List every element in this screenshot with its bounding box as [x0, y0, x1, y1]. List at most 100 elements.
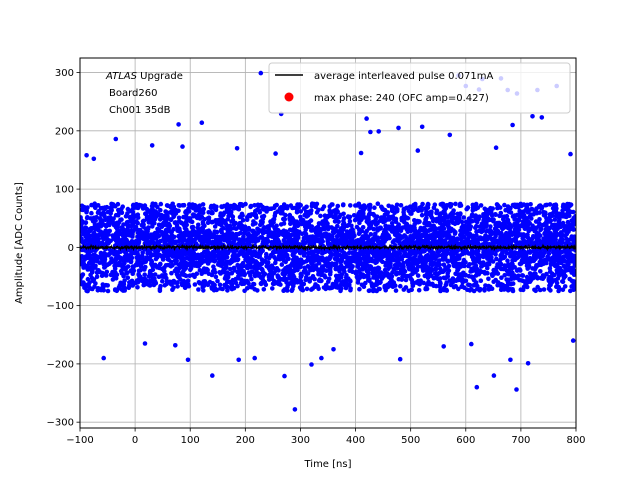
- scatter-point: [292, 250, 297, 255]
- scatter-point: [201, 230, 207, 236]
- scatter-point: [376, 239, 381, 245]
- scatter-point: [278, 282, 283, 287]
- scatter-point: [251, 249, 257, 255]
- scatter-point: [106, 221, 111, 226]
- scatter-point: [506, 225, 511, 231]
- scatter-point: [311, 201, 317, 207]
- scatter-point: [122, 232, 127, 238]
- scatter-point: [512, 250, 518, 255]
- scatter-point: [303, 209, 309, 215]
- scatter-point: [113, 270, 118, 275]
- scatter-point: [200, 202, 206, 207]
- scatter-point: [240, 217, 246, 223]
- scatter-point: [495, 228, 501, 234]
- scatter-point: [358, 205, 363, 210]
- scatter-point: [453, 271, 458, 277]
- scatter-point: [304, 259, 309, 264]
- scatter-point: [437, 258, 442, 263]
- scatter-point: [105, 288, 111, 294]
- scatter-point: [455, 220, 461, 226]
- scatter-point: [261, 287, 267, 292]
- scatter-point: [439, 224, 445, 230]
- scatter-point: [212, 224, 218, 229]
- scatter-point: [562, 284, 568, 289]
- scatter-point: [539, 261, 545, 267]
- scatter-point: [346, 255, 351, 260]
- scatter-point: [273, 241, 278, 247]
- scatter-point: [298, 203, 304, 208]
- scatter-point: [357, 286, 362, 292]
- scatter-point: [402, 250, 408, 255]
- scatter-point: [116, 212, 121, 218]
- scatter-point: [245, 232, 251, 237]
- scatter-point: [339, 225, 345, 231]
- scatter-point: [338, 259, 344, 265]
- scatter-point: [556, 215, 562, 220]
- scatter-point: [366, 203, 372, 208]
- scatter-point: [104, 240, 110, 245]
- scatter-point: [538, 251, 543, 257]
- scatter-point: [415, 264, 421, 269]
- scatter-point: [521, 209, 526, 214]
- scatter-point: [424, 220, 429, 226]
- scatter-point: [328, 264, 333, 270]
- scatter-point: [528, 202, 533, 207]
- scatter-point: [295, 228, 300, 234]
- scatter-point: [504, 251, 510, 256]
- scatter-point: [171, 213, 177, 219]
- scatter-point: [378, 225, 384, 230]
- scatter-point: [315, 267, 320, 272]
- scatter-point: [543, 238, 549, 244]
- scatter-point: [157, 286, 163, 292]
- scatter-point: [568, 288, 573, 294]
- scatter-point: [176, 275, 182, 280]
- scatter-point: [122, 254, 128, 260]
- scatter-point: [258, 281, 264, 286]
- scatter-point: [140, 250, 145, 255]
- scatter-point: [399, 226, 404, 232]
- scatter-point: [319, 278, 324, 284]
- scatter-point: [150, 207, 156, 213]
- scatter-point: [121, 258, 126, 263]
- scatter-point: [128, 229, 134, 234]
- scatter-point: [572, 253, 576, 259]
- scatter-point: [304, 214, 309, 219]
- scatter-point: [152, 276, 157, 282]
- scatter-point: [211, 249, 217, 255]
- scatter-point: [363, 280, 368, 286]
- scatter-point: [489, 286, 495, 292]
- scatter-point: [407, 204, 413, 209]
- scatter-point: [317, 233, 323, 238]
- scatter-point: [546, 248, 552, 253]
- scatter-point: [175, 250, 181, 256]
- scatter-point: [98, 224, 103, 229]
- scatter-point: [271, 219, 276, 225]
- scatter-point: [228, 266, 233, 272]
- scatter-point: [190, 212, 196, 217]
- scatter-point: [537, 217, 542, 222]
- scatter-point: [409, 287, 415, 293]
- scatter-point: [459, 219, 465, 225]
- scatter-point: [182, 285, 188, 291]
- scatter-point: [432, 217, 438, 222]
- scatter-point: [299, 231, 305, 237]
- scatter-point: [182, 259, 187, 265]
- scatter-point: [98, 287, 104, 293]
- scatter-point: [375, 235, 380, 241]
- scatter-point: [347, 218, 353, 224]
- scatter-point: [443, 282, 449, 288]
- scatter-point: [527, 250, 533, 255]
- scatter-point: [401, 264, 406, 270]
- scatter-point: [565, 238, 571, 243]
- scatter-point: [286, 256, 291, 262]
- scatter-point: [460, 277, 466, 283]
- scatter-point: [268, 252, 274, 258]
- scatter-point: [573, 237, 576, 243]
- scatter-point: [402, 233, 407, 238]
- scatter-point: [558, 221, 563, 226]
- scatter-point: [367, 288, 372, 293]
- scatter-point: [302, 265, 308, 271]
- scatter-point: [300, 287, 306, 293]
- scatter-point: [282, 205, 287, 210]
- scatter-point: [262, 271, 268, 277]
